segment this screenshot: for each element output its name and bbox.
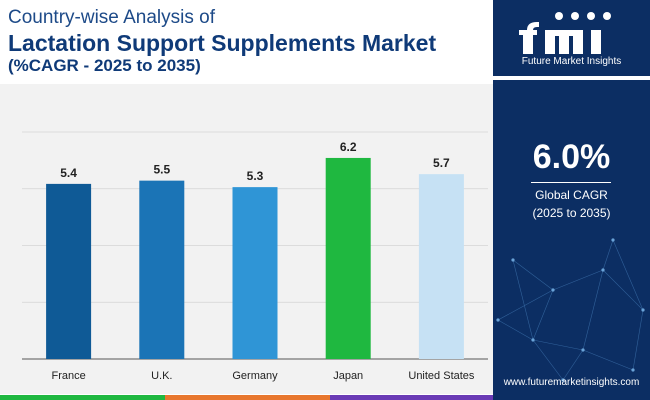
- bar-france: [46, 183, 92, 359]
- global-cagr-label: Global CAGR: [535, 188, 608, 202]
- x-tick-label: Germany: [232, 370, 278, 382]
- bar-germany: [232, 187, 278, 359]
- network-graphic-icon: [496, 238, 645, 382]
- bar-u-k: [139, 180, 185, 359]
- data-label: 5.5: [153, 163, 170, 177]
- bar-japan: [325, 157, 371, 359]
- footer-bar-green: [0, 395, 165, 400]
- bar-united-states: [418, 174, 464, 359]
- website-url: www.futuremarketinsights.com: [503, 377, 640, 388]
- x-tick-label: Japan: [333, 370, 363, 382]
- title-line-2: Lactation Support Supplements Market: [8, 30, 437, 56]
- global-cagr-value: 6.0%: [532, 138, 611, 176]
- x-tick-label: U.K.: [151, 370, 172, 382]
- title-line-1: Country-wise Analysis of: [8, 7, 215, 28]
- divider: [493, 76, 650, 80]
- bar-chart: 5.4 France 5.5 U.K. 5.3 Germany 6.2 Japan 5.7 Uni…: [22, 131, 488, 382]
- brand-name: Future Market Insights: [521, 56, 622, 67]
- sidebar-panel: Future Market Insights 6.0% Global CAGR …: [493, 0, 650, 400]
- cagr-divider: [531, 182, 611, 183]
- footer-bar-orange: [165, 395, 330, 400]
- data-label: 6.2: [340, 140, 357, 154]
- data-label: 5.4: [60, 166, 77, 180]
- data-label: 5.3: [247, 169, 264, 183]
- data-label: 5.7: [433, 156, 450, 170]
- footer-bar-purple: [330, 395, 493, 400]
- fmi-logo-icon: [519, 12, 611, 54]
- title-line-3: (%CAGR - 2025 to 2035): [8, 56, 201, 75]
- x-tick-label: United States: [408, 370, 475, 382]
- x-tick-label: France: [51, 370, 85, 382]
- global-cagr-period: (2025 to 2035): [532, 206, 611, 220]
